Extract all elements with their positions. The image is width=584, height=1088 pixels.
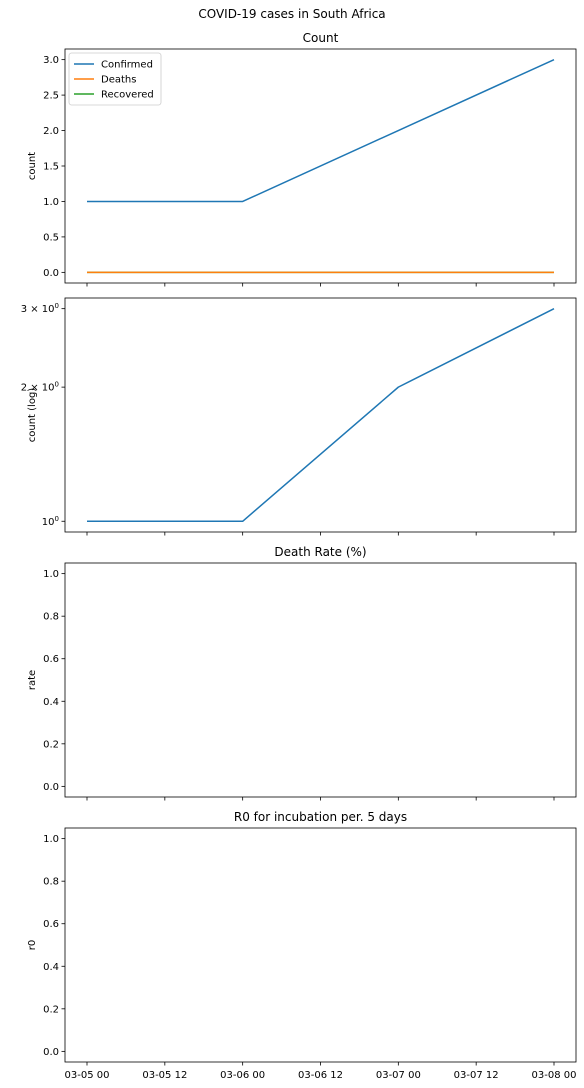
y-tick-base: 10 [42, 383, 55, 394]
y-tick-label: 2.0 [43, 126, 59, 137]
axes-frame [64, 827, 577, 1063]
y-tick-exponent: 0 [55, 302, 59, 310]
series-line-confirmed [87, 58, 555, 203]
legend: Confirmed Deaths Recovered [68, 52, 162, 106]
y-tick-label: 100 [42, 515, 59, 528]
y-tick-label: 1.5 [43, 162, 59, 173]
x-tick-label: 03-08 00 [532, 1070, 577, 1081]
series-line-1 [87, 307, 555, 523]
x-tick-label: 03-06 12 [298, 1070, 343, 1081]
y-tick-label: 0.0 [43, 1047, 59, 1058]
y-tick-label: 0.8 [43, 612, 59, 623]
y-tick-base: 10 [42, 517, 55, 528]
panel-title: Death Rate (%) [274, 545, 366, 559]
panel-title: R0 for incubation per. 5 days [234, 810, 407, 824]
y-tick-label: 0.4 [43, 962, 59, 973]
y-axis-label: r0 [27, 940, 38, 950]
y-tick-label: 0.2 [43, 739, 59, 750]
y-tick-label: 0.0 [43, 782, 59, 793]
legend-label-confirmed: Confirmed [101, 60, 153, 71]
panel-1: Count count 0.0 0.5 1.0 1.5 2.0 2.5 3.0 Confirmed… [27, 31, 577, 287]
y-tick-label: 1.0 [43, 569, 59, 580]
y-tick-label: 3 × 100 [21, 302, 59, 315]
x-tick-label: 03-07 00 [376, 1070, 421, 1081]
y-tick-label: 0.5 [43, 232, 59, 243]
y-tick-label: 2.5 [43, 91, 59, 102]
legend-box [68, 52, 162, 106]
panel-4: R0 for incubation per. 5 days r0 0.0 0.2 0.4… [27, 810, 576, 1081]
y-axis-label: rate [27, 670, 38, 690]
axes-frame [64, 562, 577, 798]
axes-frame [64, 48, 577, 284]
y-tick-label: 0.6 [43, 654, 59, 665]
y-tick-multiplier: 3 × [21, 304, 42, 315]
y-tick-label: 0.6 [43, 919, 59, 930]
y-tick-label: 0.2 [43, 1004, 59, 1015]
legend-label-recovered: Recovered [101, 90, 154, 101]
legend-label-deaths: Deaths [101, 75, 136, 86]
y-tick-label: 0.8 [43, 877, 59, 888]
y-tick-label: 1.0 [43, 834, 59, 845]
y-tick-multiplier: 2 × [21, 383, 42, 394]
y-axis-label: count [27, 152, 38, 180]
y-tick-label: 0.4 [43, 697, 59, 708]
x-tick-label: 03-05 00 [65, 1070, 110, 1081]
axes-frame [64, 297, 577, 533]
y-tick-label: 1.0 [43, 197, 59, 208]
y-axis-label: count (log) [27, 388, 38, 443]
panel-3: Death Rate (%) rate 0.0 0.2 0.4 0.6 0.8 1.0 [27, 545, 577, 801]
panel-title: Count [303, 31, 339, 45]
y-tick-base: 10 [42, 304, 55, 315]
x-tick-label: 03-06 00 [220, 1070, 265, 1081]
y-tick-label: 3.0 [43, 55, 59, 66]
y-tick-label: 0.0 [43, 268, 59, 279]
y-tick-label: 2 × 100 [21, 381, 59, 394]
figure-title: COVID-19 cases in South Africa [198, 7, 385, 21]
y-tick-exponent: 0 [55, 381, 59, 389]
x-tick-label: 03-07 12 [454, 1070, 499, 1081]
x-tick-label: 03-05 12 [142, 1070, 187, 1081]
y-tick-exponent: 0 [55, 515, 59, 523]
